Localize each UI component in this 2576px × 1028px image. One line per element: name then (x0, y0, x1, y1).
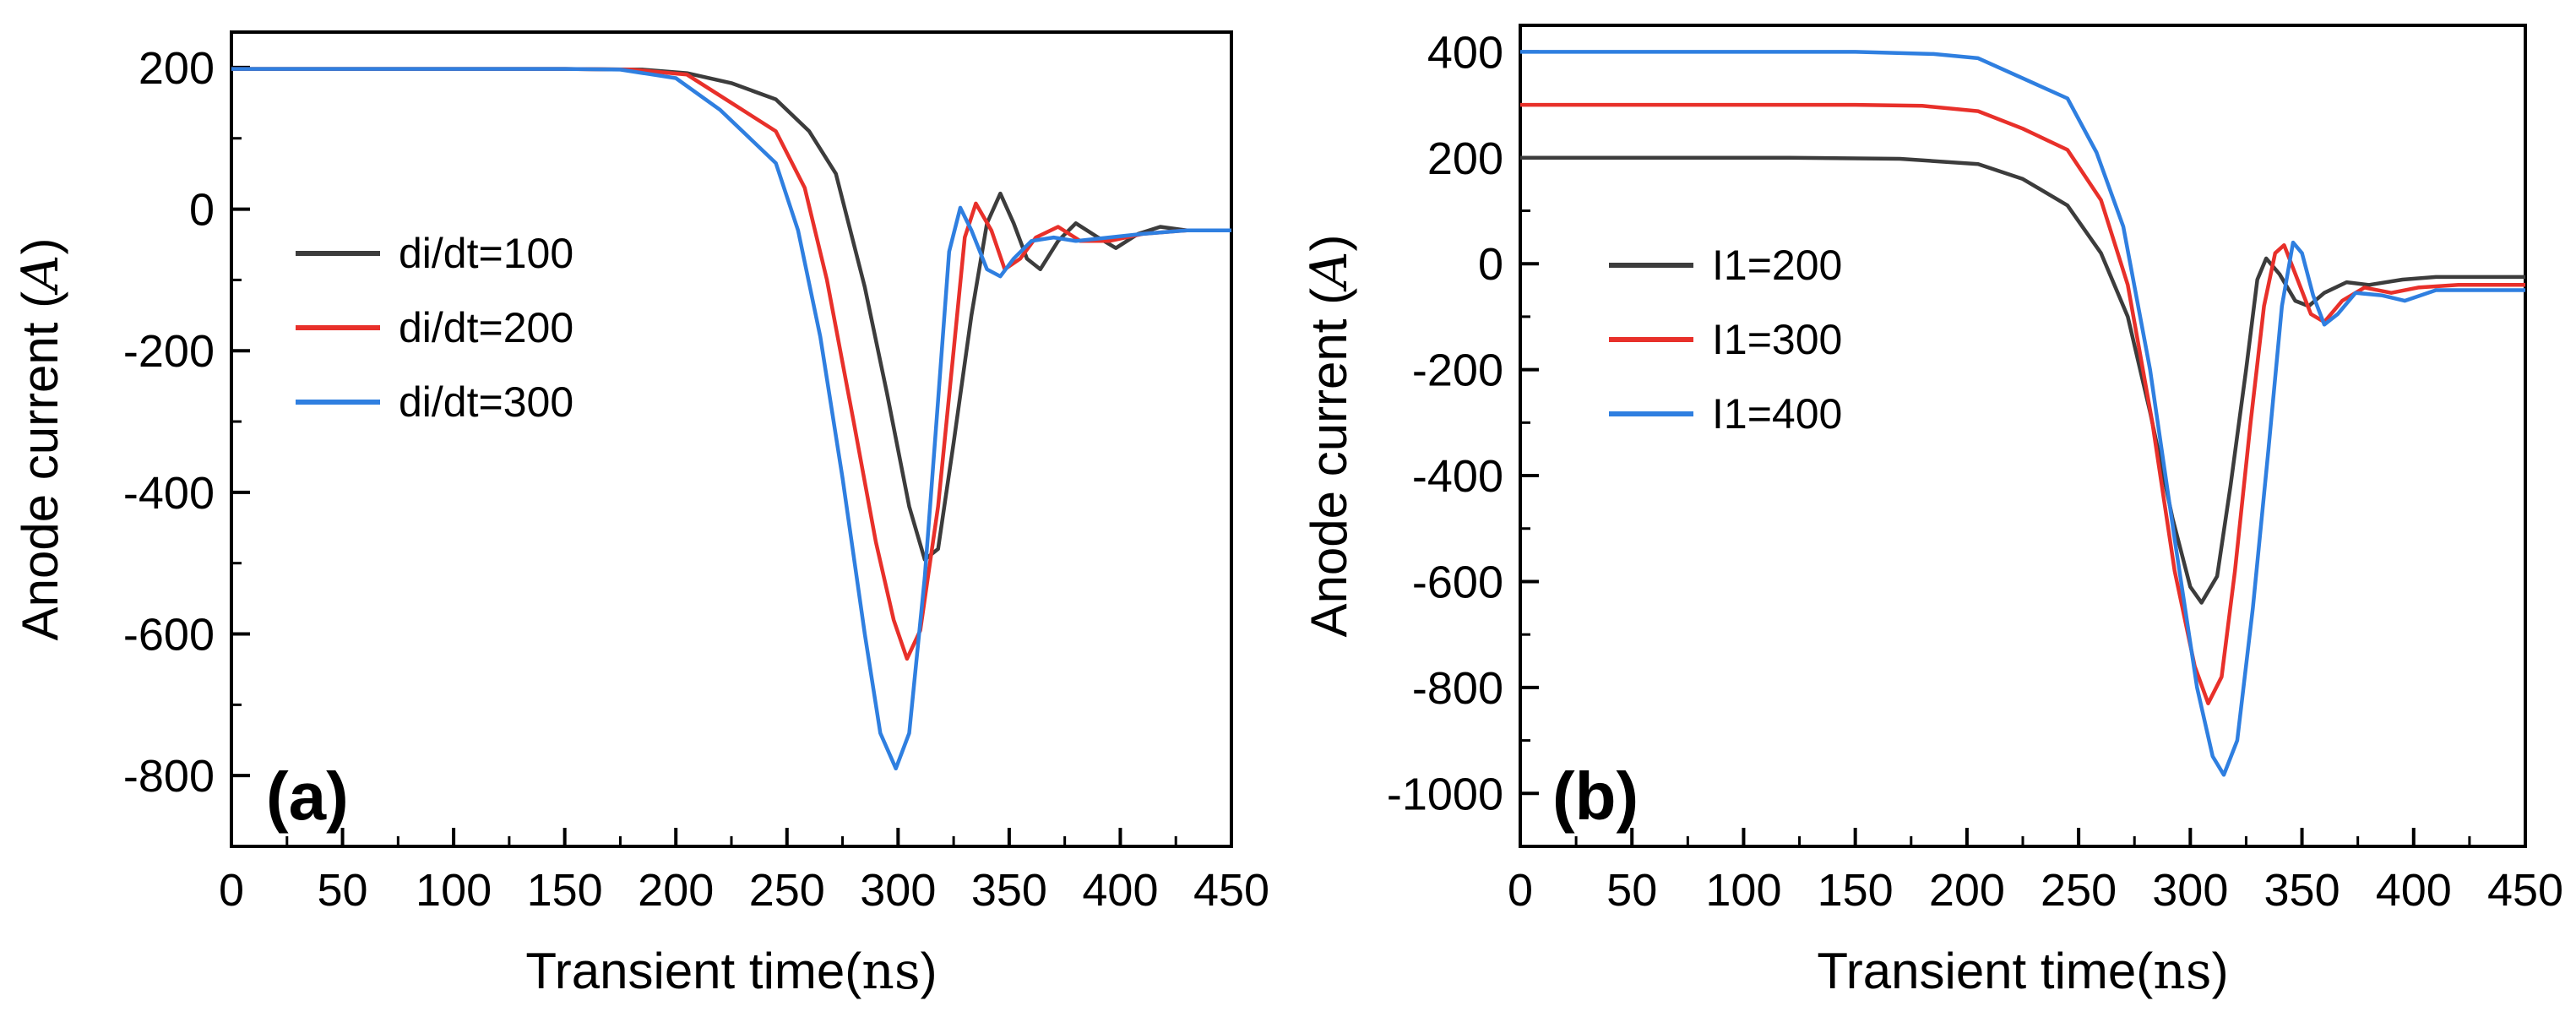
y-axis-unit: A (11, 255, 70, 296)
x-tick-label: 50 (1606, 865, 1657, 916)
x-axis-unit: ns (861, 942, 920, 1001)
y-axis-unit-close: ) (12, 238, 68, 255)
x-tick-label: 150 (527, 865, 603, 916)
x-tick-label: 350 (2264, 865, 2340, 916)
x-axis-title-text: Transient time (525, 943, 845, 999)
x-axis-unit: ns (2153, 942, 2211, 1001)
x-axis-unit-close: ) (921, 943, 937, 999)
panel-label: (b) (1552, 759, 1639, 834)
plot-frame (230, 30, 1233, 848)
legend: I1=200 I1=300 I1=400 (1609, 242, 1842, 438)
y-axis-title: Anode current (A) (1300, 235, 1359, 638)
series-line-di-dt-300 (231, 67, 1231, 771)
y-axis-unit-open: ( (12, 291, 68, 308)
y-tick-label: -200 (123, 326, 215, 377)
y-axis-title-text: Anode current (1301, 305, 1357, 638)
y-axis-unit-close: ) (1301, 235, 1357, 252)
y-tick-label: 200 (139, 43, 215, 94)
x-axis-unit-open: ( (2136, 943, 2153, 999)
series-line-i1-300 (1520, 102, 2525, 705)
y-tick-label: -200 (1412, 345, 1503, 396)
legend: di/dt=100 di/dt=200 di/dt=300 (296, 230, 573, 426)
x-tick-label: 400 (1082, 865, 1158, 916)
plot-frame (1519, 24, 2527, 848)
legend-label: I1=400 (1712, 390, 1842, 438)
legend-label: I1=200 (1712, 242, 1842, 289)
x-axis-unit-close: ) (2212, 943, 2229, 999)
y-tick-label: -400 (123, 468, 215, 519)
x-tick-label: 0 (219, 865, 244, 916)
y-axis-title: Anode current (A) (11, 238, 70, 641)
y-tick-label: -800 (123, 751, 215, 802)
series-line-di-dt-200 (231, 67, 1231, 661)
x-tick-label: 100 (416, 865, 492, 916)
x-tick-label: 150 (1818, 865, 1894, 916)
chart-panel-a: 0 50 100 150 200 250 300 350 400 450 200 0 -200 -400 -… (11, 30, 1269, 1001)
x-axis-title: Transient time(ns) (525, 942, 937, 1001)
x-tick-label: 200 (1929, 865, 2005, 916)
x-axis-title: Transient time(ns) (1817, 942, 2228, 1001)
series-line-di-dt-100 (231, 67, 1231, 562)
x-tick-label: 200 (638, 865, 714, 916)
x-axis-unit-open: ( (845, 943, 861, 999)
x-tick-label: 350 (971, 865, 1047, 916)
y-axis-unit: A (1300, 252, 1359, 292)
x-tick-label: 100 (1705, 865, 1781, 916)
y-tick-label: 400 (1427, 27, 1503, 78)
y-tick-label: 200 (1427, 133, 1503, 184)
x-tick-label: 0 (1508, 865, 1533, 916)
x-axis-title-text: Transient time (1817, 943, 2136, 999)
legend-label: I1=300 (1712, 316, 1842, 363)
x-tick-label: 250 (749, 865, 825, 916)
legend-label: di/dt=300 (399, 378, 573, 426)
x-tick-label: 300 (860, 865, 936, 916)
y-tick-label: 0 (1478, 239, 1503, 290)
legend-label: di/dt=100 (399, 230, 573, 277)
panel-label: (a) (266, 759, 349, 834)
y-tick-label: -1000 (1387, 769, 1503, 819)
y-tick-label: -600 (123, 610, 215, 661)
y-tick-label: -800 (1412, 663, 1503, 714)
y-tick-label: -400 (1412, 451, 1503, 502)
y-axis-unit-open: ( (1301, 288, 1357, 305)
x-tick-label: 300 (2152, 865, 2228, 916)
y-tick-label: 0 (189, 185, 215, 236)
x-tick-label: 400 (2376, 865, 2452, 916)
x-tick-label: 50 (318, 865, 368, 916)
legend-label: di/dt=200 (399, 304, 573, 351)
x-tick-label: 450 (1193, 865, 1269, 916)
x-tick-label: 250 (2041, 865, 2117, 916)
chart-panel-b: 0 50 100 150 200 250 300 350 400 450 400 200 0 -200 -4… (1300, 24, 2563, 1001)
x-tick-label: 450 (2487, 865, 2563, 916)
series-line-i1-400 (1520, 50, 2525, 777)
y-tick-label: -600 (1412, 557, 1503, 607)
y-axis-title-text: Anode current (12, 308, 68, 641)
series-line-i1-200 (1520, 155, 2525, 605)
